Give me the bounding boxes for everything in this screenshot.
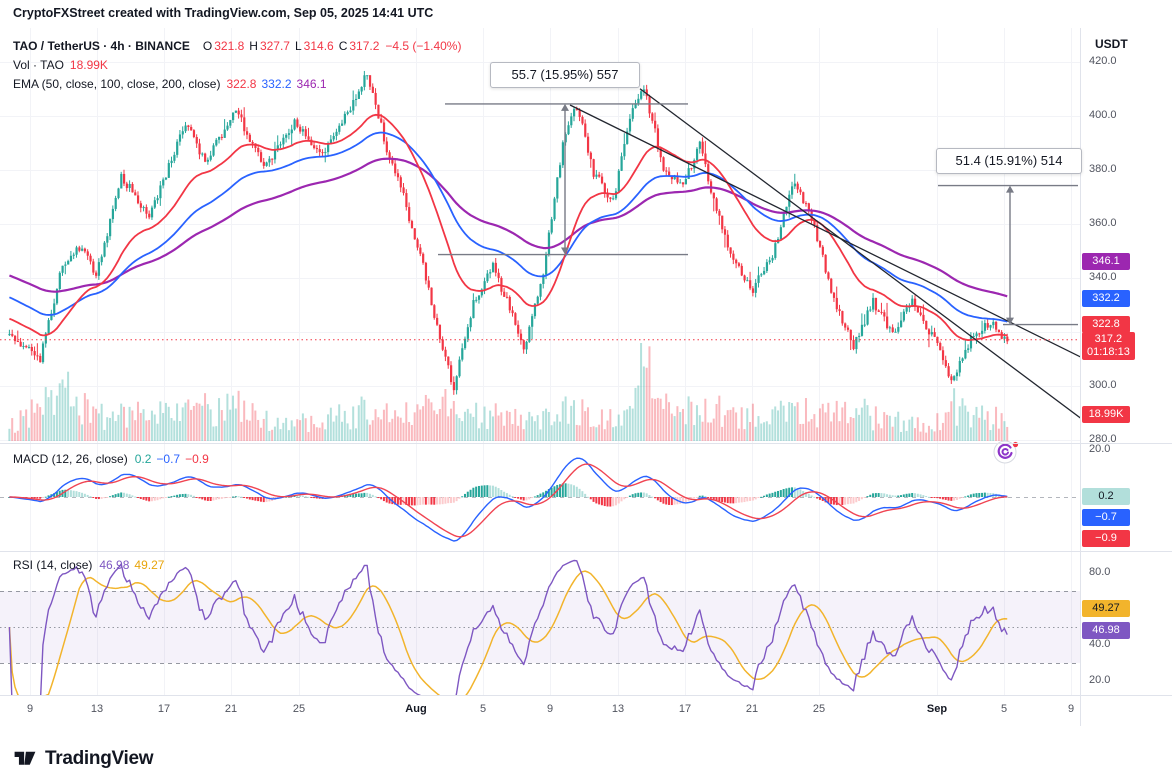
ema100-value: 332.2 — [261, 77, 292, 91]
axis-tick-label: 80.0 — [1089, 566, 1111, 578]
price-pane-legend: TAO / TetherUS · 4h · BINANCE O 321.8 H 327.… — [13, 37, 461, 94]
macd-hist-axis-badge: 0.2 — [1082, 488, 1130, 505]
rsi-value: 46.98 — [99, 558, 130, 572]
macd-signal-value: −0.9 — [185, 452, 209, 466]
volume-value: 18.99K — [69, 58, 108, 72]
axis-tick-label: 340.0 — [1089, 271, 1117, 284]
axis-divider-line — [1080, 28, 1081, 726]
rsi-ma-axis-badge: 49.27 — [1082, 600, 1130, 617]
close-label: C — [338, 39, 348, 53]
axis-tick-label: 400.0 — [1089, 108, 1117, 121]
open-value: 321.8 — [214, 39, 245, 53]
chart-canvas[interactable] — [0, 28, 1080, 696]
time-axis-label: 25 — [292, 703, 306, 715]
tradingview-logo-icon — [12, 744, 38, 775]
symbol-title[interactable]: TAO / TetherUS · 4h · BINANCE — [13, 39, 190, 53]
axis-tick-label: 300.0 — [1089, 379, 1117, 392]
price-range-label-2[interactable]: 51.4 (15.91%) 514 — [936, 148, 1082, 174]
ema200-axis-badge: 346.1 — [1082, 253, 1130, 270]
ema50-value: 322.8 — [226, 77, 257, 91]
volume-indicator-label[interactable]: Vol · TAO — [13, 58, 64, 72]
time-axis-label: 25 — [812, 703, 826, 715]
axis-currency-label[interactable]: USDT — [1095, 37, 1128, 51]
time-axis-label: 9 — [546, 703, 554, 715]
time-axis[interactable]: 9 13 17 21 25 Aug 5 9 13 17 21 25 Sep 5 9 — [0, 696, 1080, 726]
rsi-line-axis-badge: 46.98 — [1082, 622, 1130, 639]
macd-signal-axis-badge: −0.9 — [1082, 530, 1130, 547]
volume-axis-badge: 18.99K — [1082, 406, 1130, 423]
last-price-value: 317.2 — [1094, 333, 1123, 345]
time-axis-separator — [0, 695, 1172, 696]
time-axis-label: 5 — [479, 703, 487, 715]
time-axis-label: 21 — [224, 703, 238, 715]
time-axis-label: 9 — [1067, 703, 1075, 715]
axis-tick-label: 40.0 — [1089, 638, 1111, 650]
axis-tick-label: 20.0 — [1089, 443, 1111, 455]
time-axis-label: 13 — [611, 703, 625, 715]
ema100-axis-badge: 332.2 — [1082, 290, 1130, 307]
ema50-axis-badge: 322.8 — [1082, 316, 1130, 333]
macd-pane-legend: MACD (12, 26, close) 0.2 −0.7 −0.9 — [13, 450, 209, 469]
axis-tick-label: 20.0 — [1089, 674, 1111, 686]
price-macd-separator[interactable] — [0, 443, 1172, 444]
axis-tick-label: 280.0 — [1089, 433, 1117, 446]
ema200-value: 346.1 — [296, 77, 327, 91]
macd-line-value: −0.7 — [156, 452, 181, 466]
last-price-axis-badge: 317.2 01:18:13 — [1082, 332, 1135, 360]
low-value: 314.6 — [303, 39, 334, 53]
time-axis-label: 21 — [745, 703, 759, 715]
time-axis-label: Sep — [926, 703, 948, 715]
high-value: 327.7 — [259, 39, 290, 53]
price-range-label-1[interactable]: 55.7 (15.95%) 557 — [490, 62, 640, 88]
close-value: 317.2 — [349, 39, 380, 53]
bar-countdown: 01:18:13 — [1087, 346, 1130, 358]
change-value: −4.5 (−1.40%) — [385, 39, 462, 53]
rsi-indicator-label[interactable]: RSI (14, close) — [13, 558, 93, 572]
axis-tick-label: 420.0 — [1089, 54, 1117, 67]
macd-indicator-label[interactable]: MACD (12, 26, close) — [13, 452, 128, 466]
open-label: O — [202, 39, 213, 53]
macd-hist-value: 0.2 — [134, 452, 152, 466]
axis-tick-label: 380.0 — [1089, 162, 1117, 175]
tradingview-wordmark: TradingView — [45, 748, 154, 769]
low-label: L — [294, 39, 302, 53]
time-axis-label: 13 — [90, 703, 104, 715]
macd-line-axis-badge: −0.7 — [1082, 509, 1130, 526]
time-axis-label: Aug — [405, 703, 427, 715]
tradingview-footer[interactable]: TradingView — [12, 744, 154, 775]
ema-indicator-label[interactable]: EMA (50, close, 100, close, 200, close) — [13, 77, 221, 91]
time-axis-label: 9 — [26, 703, 34, 715]
rsi-ma-value: 49.27 — [134, 558, 165, 572]
high-label: H — [249, 39, 258, 53]
attribution-text: CryptoFXStreet created with TradingView.… — [13, 6, 434, 20]
price-axis[interactable]: USDT 420.0 400.0 380.0 360.0 340.0 300.0 280.0… — [1081, 28, 1172, 726]
rsi-pane-legend: RSI (14, close) 46.98 49.27 — [13, 556, 164, 575]
axis-tick-label: 360.0 — [1089, 216, 1117, 229]
time-axis-label: 17 — [678, 703, 692, 715]
time-axis-label: 5 — [1000, 703, 1008, 715]
macd-rsi-separator[interactable] — [0, 551, 1172, 552]
time-axis-label: 17 — [157, 703, 171, 715]
